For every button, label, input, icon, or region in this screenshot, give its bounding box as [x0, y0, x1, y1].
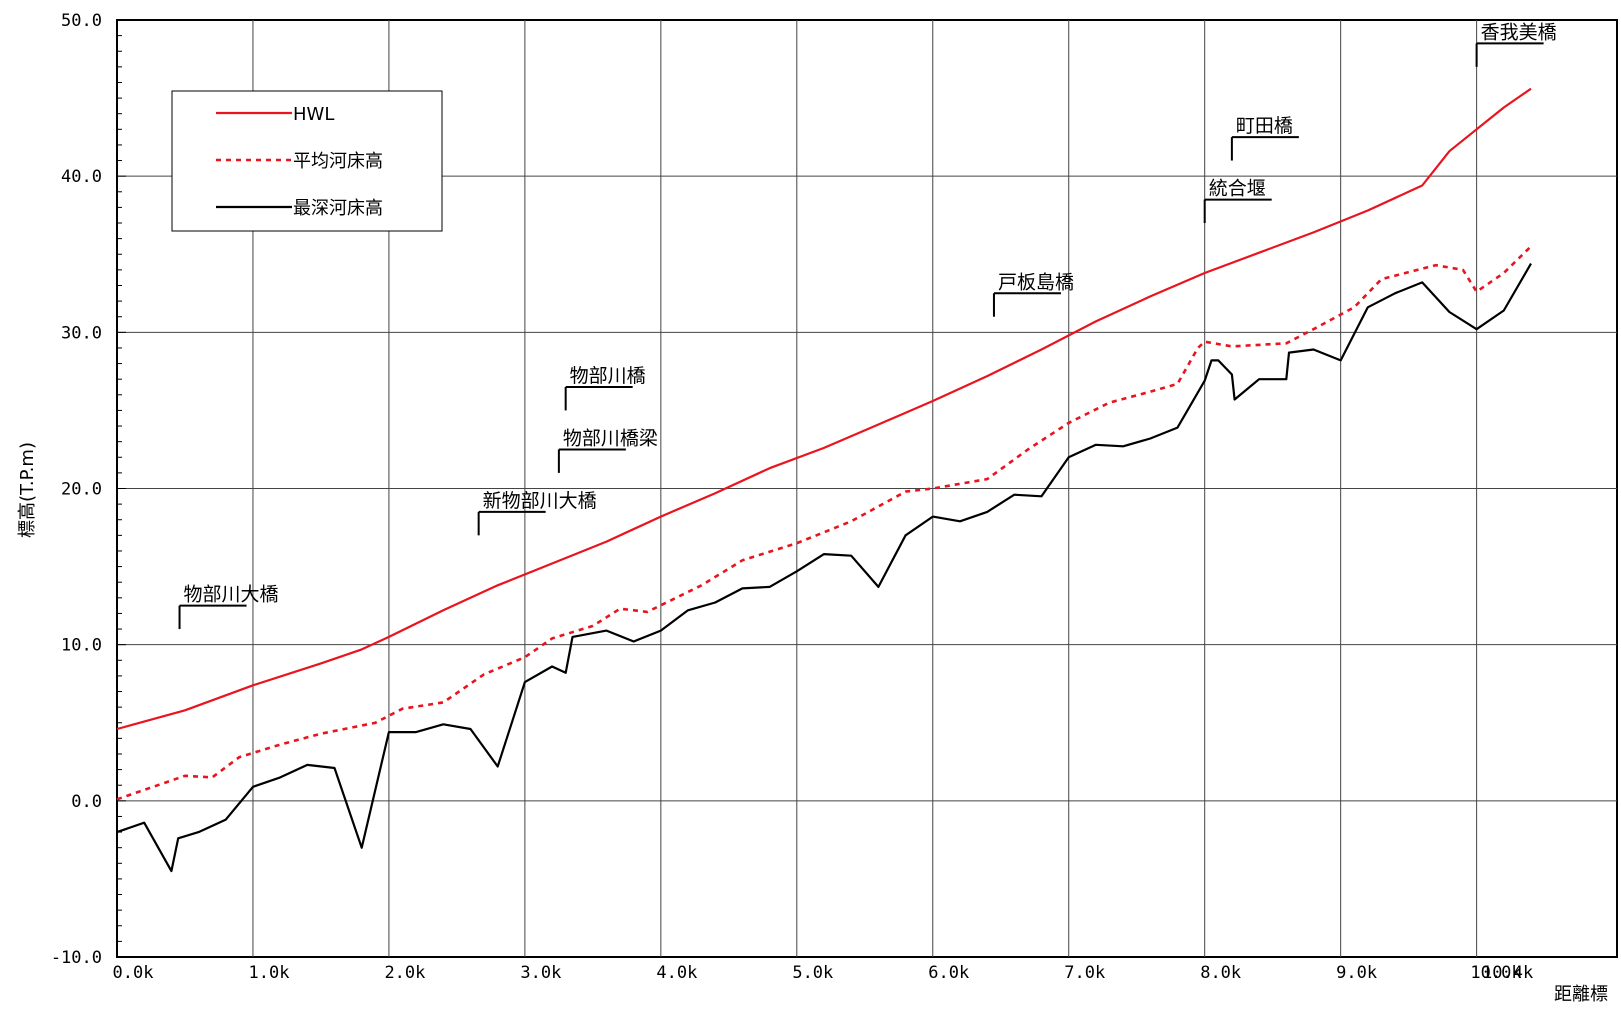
annotation-label: 香我美橋 — [1481, 21, 1557, 43]
annotation-label: 物部川大橋 — [184, 584, 279, 606]
annotation-label: 町田橋 — [1236, 115, 1293, 137]
series-line-2 — [117, 246, 1531, 799]
x-tick-label: 8.0k — [1200, 963, 1241, 983]
x-axis-label: 距離標 — [1554, 984, 1608, 1005]
y-tick-label: 30.0 — [61, 323, 102, 343]
x-tick-label: 1.0k — [248, 963, 289, 983]
series-line-3 — [117, 264, 1531, 872]
legend-label: 最深河床高 — [293, 198, 383, 219]
x-tick-label: 6.0k — [928, 963, 969, 983]
annotation-label: 戸板島橋 — [998, 271, 1074, 293]
y-tick-label: 10.0 — [61, 636, 102, 656]
y-axis-label: 標高(T.P.m) — [17, 442, 38, 538]
x-tick-label: 10.4k — [1482, 963, 1533, 983]
annotation-label: 物部川橋 — [570, 365, 646, 387]
x-tick-label: 2.0k — [384, 963, 425, 983]
annotation-label: 物部川橋梁 — [563, 427, 658, 449]
y-tick-label: 50.0 — [61, 11, 102, 31]
x-tick-label: 4.0k — [656, 963, 697, 983]
x-tick-label: 5.0k — [792, 963, 833, 983]
y-tick-label: 20.0 — [61, 480, 102, 500]
annotation-label: 新物部川大橋 — [483, 490, 597, 512]
y-tick-label: -10.0 — [51, 948, 102, 968]
x-tick-label: 0.0k — [113, 963, 154, 983]
x-tick-label: 9.0k — [1336, 963, 1377, 983]
y-tick-label: 40.0 — [61, 167, 102, 187]
legend-label: HWL — [293, 104, 334, 125]
x-tick-label: 7.0k — [1064, 963, 1105, 983]
x-tick-label: 3.0k — [520, 963, 561, 983]
annotation-label: 統合堰 — [1209, 178, 1266, 200]
y-tick-label: 0.0 — [71, 792, 102, 812]
legend-label: 平均河床高 — [293, 151, 383, 172]
